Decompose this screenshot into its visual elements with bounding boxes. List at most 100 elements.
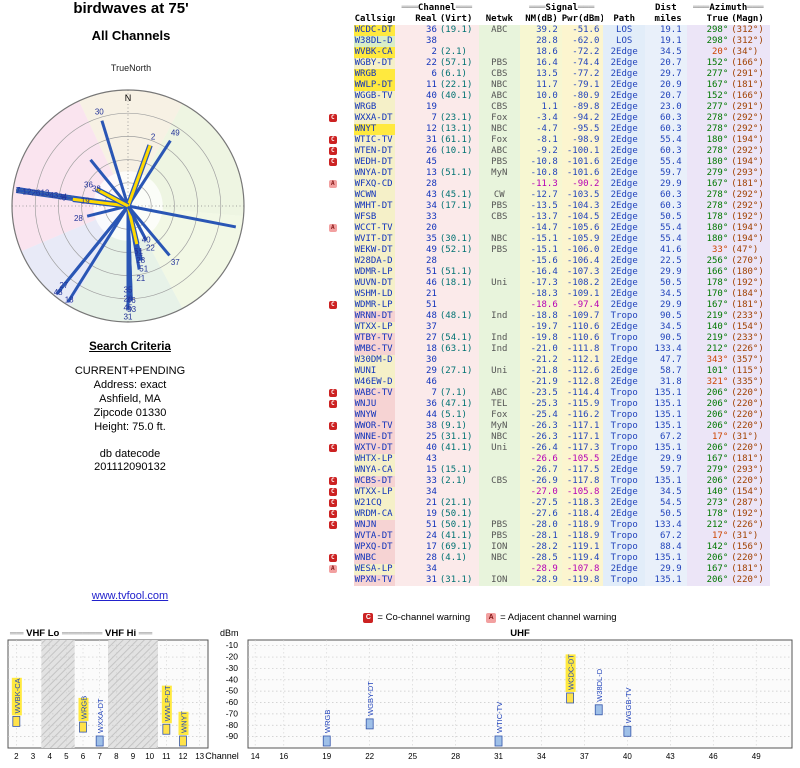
virtual-channel-cell: (15.1) — [436, 465, 479, 476]
uhf-band-label: UHF — [510, 628, 530, 639]
col-pwr: Pwr(dBm) — [561, 14, 604, 25]
table-row: C WXXA-DT 7 (23.1) Fox -3.4 -94.2 2Edge 60.3 278°… — [312, 113, 770, 124]
search-criteria-line: Zipcode 01330 — [93, 407, 167, 419]
tvfool-link[interactable]: www.tvfool.com — [91, 590, 169, 602]
marker-cell — [312, 124, 354, 135]
radar-channel-label: 46 — [127, 296, 136, 305]
virtual-channel-cell — [436, 289, 479, 300]
azimuth-true-cell: 142° — [686, 542, 729, 553]
co-channel-warning-icon: C — [328, 498, 337, 507]
network-cell: CBS — [478, 212, 521, 223]
distance-cell: 59.7 — [645, 168, 687, 179]
db-datecode-label: db datecode — [99, 448, 161, 460]
table-row: WSHM-LD 21 -18.3 -109.1 2Edge 34.5 170° (184°) — [312, 289, 770, 300]
radar-channel-label: 40 — [142, 236, 151, 245]
marker-cell — [312, 344, 354, 355]
virtual-channel-cell — [436, 157, 479, 168]
azimuth-magn-cell: (233°) — [728, 333, 770, 344]
network-cell — [478, 498, 521, 509]
path-cell: 2Edge — [603, 509, 645, 520]
real-channel-cell: 37 — [395, 322, 437, 333]
y-axis-label: -30 — [226, 663, 239, 673]
co-channel-warning-icon: C — [328, 520, 337, 529]
search-criteria-line: Address: exact — [93, 379, 167, 391]
network-cell: CBS — [478, 69, 521, 80]
azimuth-true-cell: 166° — [686, 267, 729, 278]
search-criteria-heading: Search Criteria — [89, 341, 171, 353]
real-channel-cell: 44 — [395, 410, 437, 421]
virtual-channel-cell: (63.1) — [436, 344, 479, 355]
y-axis-label: -80 — [226, 720, 239, 730]
marker-cell — [312, 311, 354, 322]
table-column-header-row: Callsign Real (Virt) Netwk NM(dB) Pwr(dB… — [312, 14, 770, 25]
callsign-cell: WNYA-CA — [353, 465, 396, 476]
nm-cell: 11.7 — [520, 80, 562, 91]
unused-channel-band — [108, 640, 158, 748]
search-criteria-lines: CURRENT+PENDING Address: exact Ashfield, M… — [30, 365, 230, 434]
network-cell: NBC — [478, 234, 521, 245]
real-channel-cell: 20 — [395, 223, 437, 234]
path-cell: 2Edge — [603, 223, 645, 234]
virtual-channel-cell — [436, 454, 479, 465]
real-channel-cell: 43 — [395, 190, 437, 201]
callsign-cell: WVTA-DT — [353, 531, 396, 542]
vhf-band-labels: ══ VHF Lo ══════ VHF Hi ══ — [9, 628, 153, 639]
power-cell: -107.3 — [561, 267, 604, 278]
virtual-channel-cell — [436, 300, 479, 311]
real-channel-cell: 17 — [395, 542, 437, 553]
azimuth-magn-cell: (287°) — [728, 498, 770, 509]
path-cell: 2Edge — [603, 300, 645, 311]
y-axis-label: -70 — [226, 708, 239, 718]
azimuth-magn-cell: (292°) — [728, 146, 770, 157]
azimuth-true-cell: 206° — [686, 476, 729, 487]
search-criteria-line: CURRENT+PENDING — [74, 365, 186, 377]
power-cell: -62.0 — [561, 36, 604, 47]
nm-cell: -25.4 — [520, 410, 562, 421]
distance-cell: 47.7 — [645, 355, 687, 366]
path-cell: 2Edge — [603, 487, 645, 498]
path-cell: 2Edge — [603, 245, 645, 256]
azimuth-true-cell: 167° — [686, 300, 729, 311]
table-row: WNYT 12 (13.1) NBC -4.7 -95.5 2Edge 60.3 278° (29… — [312, 124, 770, 135]
distance-cell: 55.4 — [645, 135, 687, 146]
nm-cell: -21.0 — [520, 344, 562, 355]
distance-cell: 20.9 — [645, 80, 687, 91]
x-axis-tick: 31 — [494, 752, 503, 761]
real-channel-cell: 36 — [395, 25, 437, 36]
marker-cell — [312, 355, 354, 366]
distance-cell: 19.1 — [645, 25, 687, 36]
azimuth-true-cell: 152° — [686, 58, 729, 69]
callsign-cell: W21CQ — [353, 498, 396, 509]
nm-cell: 39.2 — [520, 25, 562, 36]
table-row: C W21CQ 21 (21.1) -27.5 -118.3 2Edge 54.5 273° (2… — [312, 498, 770, 509]
network-cell — [478, 355, 521, 366]
table-row: WNYW 44 (5.1) Fox -25.4 -116.2 Tropo 135.1 206°(… — [312, 410, 770, 421]
table-row: WRGB 6 (6.1) CBS 13.5 -77.2 2Edge 29.7 277° (291°… — [312, 69, 770, 80]
callsign-cell: WCWN — [353, 190, 396, 201]
real-channel-cell: 45 — [395, 157, 437, 168]
path-cell: LOS — [603, 25, 645, 36]
azimuth-group-header: ═══Azimuth═══ — [686, 3, 770, 14]
distance-cell: 34.5 — [645, 322, 687, 333]
azimuth-magn-cell: (154°) — [728, 487, 770, 498]
power-cell: -104.5 — [561, 212, 604, 223]
azimuth-true-cell: 167° — [686, 179, 729, 190]
real-channel-cell: 28 — [395, 553, 437, 564]
station-label: WNYT — [180, 711, 189, 733]
distance-cell: 29.9 — [645, 454, 687, 465]
power-cell: -119.1 — [561, 542, 604, 553]
col-path: Path — [603, 14, 645, 25]
x-axis-tick: 22 — [365, 752, 374, 761]
azimuth-true-cell: 170° — [686, 289, 729, 300]
table-row: WGBY-DT 22 (57.1) PBS 16.4 -74.4 2Edge 20.7 152°… — [312, 58, 770, 69]
table-row: C WTEN-DT 26 (10.1) ABC -9.2 -100.1 2Edge 60.3 27… — [312, 146, 770, 157]
x-axis-tick: 43 — [666, 752, 675, 761]
path-cell: 2Edge — [603, 157, 645, 168]
azimuth-true-cell: 180° — [686, 234, 729, 245]
azimuth-true-cell: 152° — [686, 91, 729, 102]
virtual-channel-cell: (6.1) — [436, 69, 479, 80]
virtual-channel-cell — [436, 564, 479, 575]
callsign-cell: WGBY-DT — [353, 58, 396, 69]
network-cell: ABC — [478, 146, 521, 157]
network-cell: ABC — [478, 388, 521, 399]
